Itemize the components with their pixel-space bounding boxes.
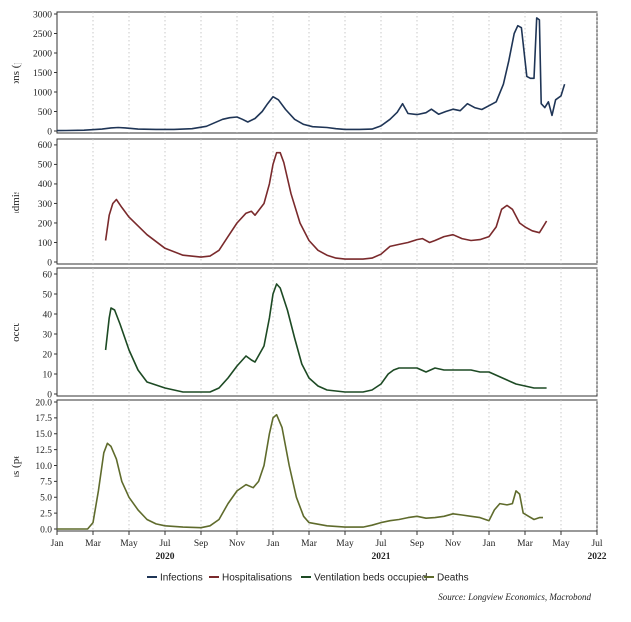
x-tick-label: Nov <box>229 539 246 549</box>
y-tick-label: 10.0 <box>35 462 52 472</box>
y-tick-label: 300 <box>38 200 53 210</box>
panel-frame <box>56 138 598 265</box>
y-tick-label: 500 <box>38 161 53 171</box>
x-year-label: 2021 <box>372 552 391 562</box>
y-tick-label: 400 <box>38 180 53 190</box>
y-tick-label: 2.5 <box>40 509 52 519</box>
y-tick-label: 100 <box>38 239 53 249</box>
x-tick-label: Mar <box>301 539 318 549</box>
y-tick-label: 7.5 <box>40 478 52 488</box>
y-tick-label: 20 <box>43 350 53 360</box>
legend-item-hospitalisations: Hospitalisations <box>209 573 292 584</box>
legend-item-infections: Infections <box>147 573 203 584</box>
x-tick-label: Sep <box>410 539 425 549</box>
y-tick-label: 60 <box>43 270 53 280</box>
panel-3: 0 10 20 30 40 50 60 Vent. beds occupied (per n <box>10 267 598 400</box>
x-tick-label: Mar <box>85 539 102 549</box>
x-tick-label: Mar <box>517 539 534 549</box>
x-tick-label: May <box>552 539 570 549</box>
panel-4: 0.0 2.5 5.0 7.5 10.0 12.5 15.0 17.5 20.0 Deaths (… <box>10 398 598 535</box>
legend: Infections Hospitalisations Ventilation be… <box>147 573 469 584</box>
source-note: Source: Longview Economics, Macrobond <box>438 592 591 602</box>
y-tick-label: 40 <box>43 310 53 320</box>
x-tick-label: Jul <box>375 539 386 549</box>
y-axis-label: Hospital admissions (per <box>10 146 22 256</box>
y-tick-label: 2000 <box>33 49 52 59</box>
y-tick-label: 17.5 <box>35 414 52 424</box>
y-tick-label: 600 <box>38 141 53 151</box>
y-axis-label: Infections (per mn) <box>10 30 22 115</box>
x-tick-label: Jan <box>483 539 496 549</box>
y-tick-label: 0.0 <box>40 525 52 535</box>
x-tick-label: Nov <box>445 539 462 549</box>
panel-frame <box>56 267 598 397</box>
y-tick-label: 30 <box>43 330 53 340</box>
y-tick-label: 1500 <box>33 69 52 79</box>
legend-item-deaths: Deaths <box>424 573 469 584</box>
series-line-hospitalisations <box>104 151 548 260</box>
x-tick-label: Jan <box>267 539 280 549</box>
y-axis-label: Deaths (per mn) <box>10 429 22 501</box>
y-tick-label: 3000 <box>33 10 52 20</box>
y-tick-label: 500 <box>38 108 53 118</box>
legend-label: Hospitalisations <box>222 573 292 584</box>
y-tick-label: 15.0 <box>35 430 52 440</box>
y-tick-label: 0 <box>47 258 52 268</box>
legend-label: Infections <box>160 573 203 584</box>
y-tick-label: 0 <box>47 390 52 400</box>
panel-2: 0 100 200 300 400 500 600 Hospital admissions (… <box>10 138 598 268</box>
series-line-ventilation-beds-occupied <box>104 283 547 393</box>
y-tick-label: 50 <box>43 290 53 300</box>
y-tick-label: 5.0 <box>40 494 52 504</box>
x-axis: Jan Mar May Jul Sep Nov Jan Mar May Jul Sep Nov Jan M… <box>51 531 607 562</box>
panel-frame <box>56 11 598 134</box>
y-tick-label: 20.0 <box>35 398 52 408</box>
y-axis-label: Vent. beds occupied (per n <box>10 273 22 390</box>
x-tick-label: May <box>120 539 138 549</box>
legend-item-ventilation-beds-occupied: Ventilation beds occupied <box>301 573 427 584</box>
legend-label: Deaths <box>437 573 469 584</box>
series-line-infections <box>56 17 566 132</box>
y-tick-label: 200 <box>38 219 53 229</box>
y-tick-label: 12.5 <box>35 446 52 456</box>
y-tick-label: 10 <box>43 370 53 380</box>
panel-1: 0 500 1000 1500 2000 2500 3000 Infections (per … <box>10 10 598 137</box>
x-tick-label: Jul <box>159 539 170 549</box>
series-line-deaths <box>57 413 543 530</box>
x-year-label: 2020 <box>156 552 175 562</box>
y-tick-label: 1000 <box>33 88 52 98</box>
x-tick-label: Jul <box>591 539 602 549</box>
y-tick-label: 2500 <box>33 30 52 40</box>
x-tick-label: May <box>336 539 354 549</box>
x-tick-label: Sep <box>194 539 209 549</box>
x-year-label: 2022 <box>588 552 607 562</box>
y-tick-label: 0 <box>47 127 52 137</box>
panel-frame <box>56 399 598 532</box>
x-tick-label: Jan <box>51 539 64 549</box>
legend-label: Ventilation beds occupied <box>314 573 427 584</box>
